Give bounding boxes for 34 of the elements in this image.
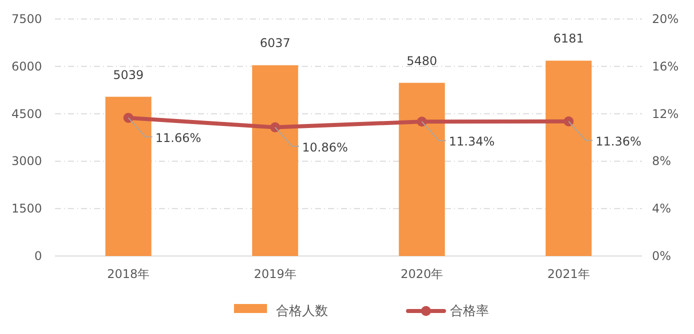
y-tick-label: 4500 [11,106,42,121]
y2-tick-label: 16% [652,59,679,74]
data-label: 5480 [406,54,438,68]
data-label: 11.36% [596,134,642,148]
data-label: 6181 [553,32,584,46]
y2-tick-label: 0% [652,249,672,263]
y-tick-label: 3000 [11,154,42,168]
point [123,112,134,123]
y-tick-label: 0 [34,249,42,263]
bar [398,82,445,256]
point [416,116,427,127]
x-tick-label: 2018年 [107,267,150,281]
data-label: 11.34% [448,134,495,149]
legend-label: 合格率 [450,303,489,319]
x-tick-label: 2021年 [547,267,590,281]
y2-tick-label: 8% [652,154,672,168]
y2-tick-label: 4% [652,202,672,216]
y2-tick-label: 20% [652,12,679,26]
data-label: 10.86% [302,140,348,154]
data-label: 5039 [113,68,144,82]
legend-label: 合格人数 [276,304,328,319]
y-tick-label: 1500 [11,202,42,216]
y-tick-label: 6000 [11,59,42,74]
data-label: 11.66% [155,130,202,145]
x-tick-label: 2020年 [400,267,444,281]
y-tick-label: 7500 [11,12,42,26]
bar [546,60,592,256]
bar [105,96,152,256]
y2-tick-label: 12% [652,106,679,121]
point [564,116,574,126]
bar [252,65,298,256]
point [270,122,280,132]
data-label: 6037 [260,36,290,50]
x-tick-label: 2019年 [254,267,296,281]
